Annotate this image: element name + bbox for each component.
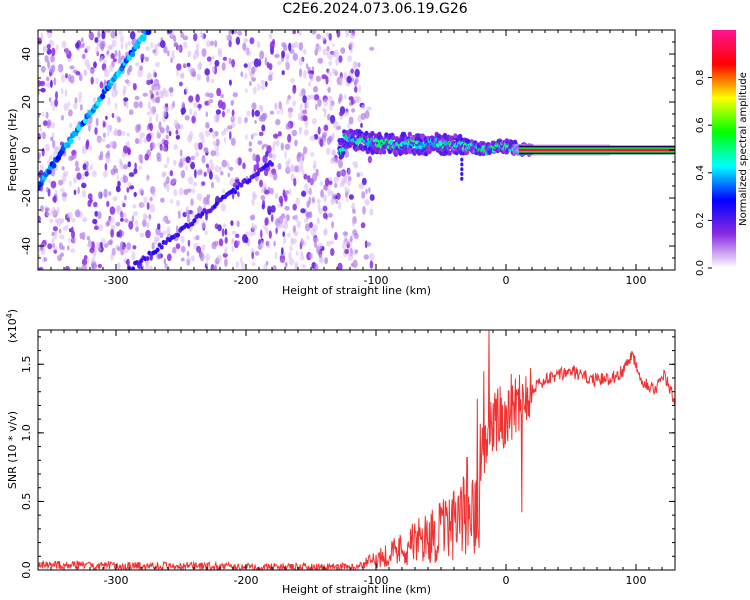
- snr-panel: -300 -200 -100 0 100 0.0 0.5 1.0 1.5 Height of st…: [5, 309, 676, 596]
- snr-frame: [37, 329, 676, 571]
- colorbar-tick-label: 0.2: [695, 212, 706, 228]
- colorbar: 0.0 0.2 0.4 0.6 0.8 Normalized spectral ampli…: [695, 30, 749, 276]
- snr-xtick-label: -200: [234, 574, 259, 587]
- snr-ytick-label: 0.5: [20, 493, 33, 511]
- snr-xtick-label: -300: [104, 574, 129, 587]
- colorbar-tick-label: 0.4: [695, 165, 706, 181]
- snr-ytick-label: 0.0: [20, 561, 33, 579]
- snr-xtick-label: 100: [626, 574, 647, 587]
- snr-ytick-label: 1.0: [20, 424, 33, 442]
- colorbar-label: Normalized spectral amplitude: [738, 72, 749, 226]
- spectrogram-xtick-label: -300: [104, 274, 129, 287]
- snr-ylabel: SNR (10 * v/v): [6, 411, 19, 489]
- colorbar-gradient: [712, 30, 736, 268]
- spectrogram-ytick-label: 40: [20, 47, 33, 61]
- spectrogram-xtick-label: -200: [234, 274, 259, 287]
- snr-multiplier: (x104): [5, 309, 19, 343]
- snr-xlabel: Height of straight line (km): [282, 583, 431, 596]
- spectrogram-xtick-label: -100: [364, 274, 389, 287]
- chart-title: C2E6.2024.073.06.19.G26: [282, 1, 468, 17]
- colorbar-tick-label: 0.6: [695, 117, 706, 133]
- spectrogram-xtick-label: 100: [626, 274, 647, 287]
- spectrogram-ylabel: Frequency (Hz): [6, 109, 19, 192]
- spectrogram-xtick-label: 0: [503, 274, 510, 287]
- spectrogram-ytick-label: 20: [20, 95, 33, 109]
- spectrogram-xlabel: Height of straight line (km): [282, 284, 431, 297]
- spectrogram-image: [38, 30, 675, 270]
- spectrogram-ytick-label: -40: [20, 237, 33, 255]
- colorbar-tick-label: 0.8: [695, 70, 706, 86]
- spectrogram-ytick-label: -20: [20, 189, 33, 207]
- snr-xtick-label: 0: [503, 574, 510, 587]
- spectrogram-ytick-label: 0: [20, 147, 33, 154]
- snr-series-line: [38, 330, 675, 570]
- snr-xtick-label: -100: [364, 574, 389, 587]
- colorbar-tick-label: 0.0: [695, 260, 706, 276]
- snr-ytick-label: 1.5: [20, 356, 33, 374]
